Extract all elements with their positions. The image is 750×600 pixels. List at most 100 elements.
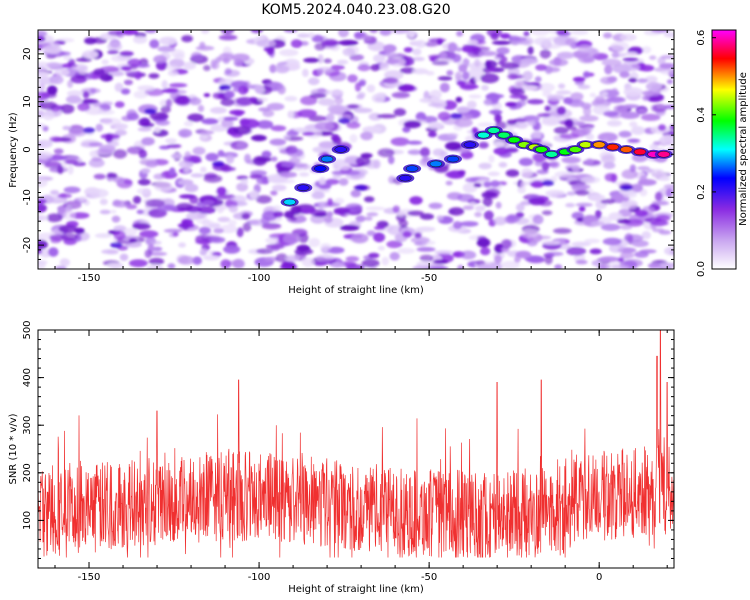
- noise-blob: [535, 64, 547, 71]
- noise-blob: [190, 173, 204, 178]
- noise-blob: [575, 202, 593, 207]
- colorbar-tick-label: 0.4: [696, 107, 707, 123]
- noise-blob: [474, 76, 481, 83]
- noise-blob: [175, 95, 191, 105]
- noise-blob: [624, 51, 638, 56]
- noise-blob: [220, 259, 232, 269]
- noise-blob: [84, 37, 97, 45]
- noise-blob: [369, 30, 378, 33]
- noise-blob: [63, 186, 81, 194]
- chart-title: KOM5.2024.040.23.08.G20: [261, 2, 450, 18]
- noise-blob: [216, 203, 225, 214]
- noise-blob: [128, 238, 138, 243]
- signal-point: [283, 198, 296, 206]
- noise-blob: [496, 47, 510, 55]
- noise-blob: [63, 54, 72, 61]
- noise-blob: [145, 160, 158, 168]
- noise-blob: [366, 212, 379, 217]
- noise-blob: [471, 46, 491, 52]
- noise-blob: [396, 211, 406, 216]
- noise-blob: [532, 214, 544, 225]
- noise-blob: [600, 199, 616, 204]
- noise-blob: [554, 264, 563, 269]
- noise-blob: [344, 170, 361, 176]
- noise-blob: [286, 130, 299, 137]
- noise-blob: [324, 215, 333, 224]
- noise-blob: [495, 53, 505, 58]
- noise-blob: [347, 104, 360, 109]
- noise-blob: [570, 92, 584, 101]
- noise-blob: [308, 77, 320, 86]
- signal-point: [314, 165, 327, 172]
- noise-blob: [114, 101, 125, 108]
- noise-blob: [617, 257, 625, 263]
- noise-blob: [99, 209, 111, 215]
- noise-blob: [474, 211, 482, 218]
- noise-blob: [177, 179, 194, 186]
- noise-blob: [277, 84, 286, 95]
- noise-blob: [619, 71, 630, 78]
- noise-blob: [518, 157, 534, 167]
- noise-blob: [181, 221, 190, 231]
- noise-blob: [456, 106, 471, 114]
- noise-blob: [65, 95, 82, 104]
- noise-blob: [293, 163, 307, 168]
- noise-blob: [355, 156, 371, 166]
- noise-blob: [460, 250, 477, 260]
- noise-blob: [390, 137, 410, 147]
- noise-blob: [129, 259, 148, 268]
- noise-blob: [407, 210, 424, 216]
- noise-blob: [659, 63, 674, 69]
- noise-blob: [60, 258, 69, 266]
- noise-blob: [165, 138, 177, 144]
- noise-blob: [270, 156, 278, 162]
- noise-blob: [236, 142, 247, 149]
- noise-blob: [154, 126, 161, 133]
- noise-blob: [430, 266, 449, 269]
- noise-blob: [357, 64, 371, 72]
- noise-blob: [38, 83, 46, 92]
- noise-blob: [298, 172, 310, 177]
- noise-blob: [114, 82, 124, 93]
- noise-blob: [318, 201, 325, 210]
- noise-blob: [445, 180, 453, 186]
- noise-blob: [663, 104, 674, 110]
- noise-blob: [137, 127, 152, 132]
- noise-blob: [302, 131, 315, 136]
- noise-blob: [622, 189, 638, 199]
- noise-blob: [460, 150, 474, 160]
- noise-blob: [38, 30, 48, 37]
- x-tick-label: 0: [596, 273, 602, 284]
- noise-blob: [533, 235, 552, 240]
- snr-y-axis: 100 200 300 400 500: [22, 320, 674, 569]
- noise-blob: [454, 118, 473, 128]
- noise-blob: [666, 188, 674, 195]
- colorbar-tick-label: 0.2: [696, 184, 707, 200]
- noise-blob: [379, 61, 390, 71]
- noise-blob: [647, 263, 661, 269]
- noise-blob: [505, 102, 517, 107]
- noise-blob: [553, 228, 572, 234]
- noise-blob: [226, 155, 235, 164]
- noise-blob: [107, 41, 123, 52]
- noise-blob: [125, 70, 139, 76]
- noise-blob: [565, 203, 575, 208]
- colorbar-label: Normalized spectral amplitude: [738, 72, 749, 226]
- noise-blob: [251, 134, 267, 142]
- noise-blob: [126, 146, 145, 155]
- noise-blob: [447, 42, 458, 53]
- noise-blob: [655, 214, 671, 222]
- noise-blob: [308, 237, 321, 248]
- noise-blob: [203, 93, 211, 98]
- noise-blob: [346, 264, 365, 269]
- noise-blob: [474, 58, 481, 68]
- snr-series-line: [38, 330, 674, 558]
- noise-blob: [409, 196, 423, 205]
- noise-blob: [591, 99, 611, 108]
- noise-hotspot: [338, 117, 351, 124]
- noise-blob: [269, 64, 277, 73]
- noise-blob: [520, 85, 539, 91]
- noise-blob: [50, 238, 62, 244]
- noise-blob: [669, 124, 674, 131]
- noise-blob: [79, 196, 87, 202]
